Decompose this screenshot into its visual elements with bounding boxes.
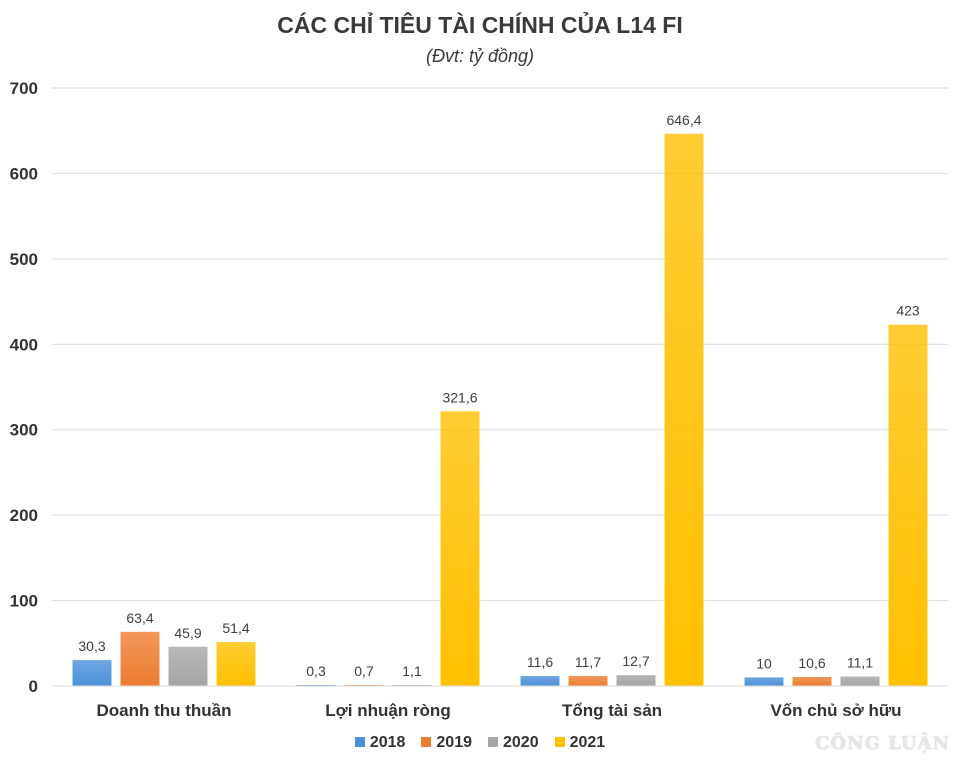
legend-item: 2019: [421, 734, 472, 752]
data-label: 45,9: [174, 625, 201, 641]
data-label: 11,6: [527, 654, 553, 670]
legend-item: 2021: [554, 734, 606, 752]
chart-subtitle: (Đvt: tỷ đồng): [425, 46, 535, 66]
x-tick-label: Doanh thu thuần: [96, 701, 231, 720]
data-label: 1,1: [402, 663, 422, 679]
x-tick-label: Lợi nhuận ròng: [325, 701, 450, 720]
legend-swatch: [554, 737, 565, 747]
legend-swatch: [354, 737, 365, 747]
x-tick-label: Vốn chủ sở hữu: [770, 701, 901, 720]
x-tick-label: Tổng tài sản: [562, 701, 662, 720]
data-label: 63,4: [126, 610, 153, 626]
legend-item: 2018: [354, 734, 406, 752]
data-label: 646,4: [666, 112, 701, 128]
bar: [168, 646, 208, 686]
chart-title: CÁC CHỈ TIÊU TÀI CHÍNH CỦA L14 FI: [277, 12, 683, 38]
bar: [888, 324, 928, 686]
bar: [120, 631, 160, 686]
bar: [664, 133, 704, 686]
data-label: 10,6: [798, 655, 825, 671]
bar: [840, 676, 880, 686]
bar: [72, 660, 112, 686]
data-label: 423: [896, 303, 920, 319]
legend-swatch: [488, 737, 498, 747]
bar: [216, 642, 256, 686]
bar: [568, 676, 608, 686]
bar: [616, 675, 656, 686]
legend-label: 2020: [503, 734, 539, 751]
legend-item: 2020: [488, 734, 539, 752]
data-label: 11,7: [575, 654, 601, 670]
data-label: 30,3: [78, 638, 105, 654]
y-tick-label: 500: [10, 250, 38, 269]
data-label: 12,7: [622, 653, 649, 669]
data-label: 51,4: [222, 620, 249, 636]
data-label: 0,3: [306, 663, 326, 679]
bar: [520, 676, 560, 686]
bar: [792, 676, 832, 686]
bar: [744, 677, 784, 686]
y-tick-label: 100: [10, 592, 38, 611]
data-label: 0,7: [354, 663, 374, 679]
legend-swatch: [421, 737, 432, 747]
y-tick-label: 300: [10, 421, 38, 440]
legend-label: 2019: [436, 734, 472, 751]
chart-legend: 2018 2019 2020 2021: [0, 734, 960, 752]
y-tick-label: 400: [10, 335, 38, 354]
data-label: 321,6: [442, 389, 477, 405]
y-tick-label: 700: [10, 79, 38, 98]
data-label: 11,1: [847, 655, 873, 671]
legend-label: 2021: [569, 734, 606, 751]
data-label: 10: [756, 655, 772, 671]
y-tick-label: 0: [29, 677, 38, 696]
y-tick-label: 200: [10, 506, 38, 525]
bar: [440, 411, 480, 686]
watermark-logo: CÔNG LUẬN: [815, 733, 950, 754]
y-tick-label: 600: [10, 164, 38, 183]
legend-label: 2018: [369, 734, 406, 751]
